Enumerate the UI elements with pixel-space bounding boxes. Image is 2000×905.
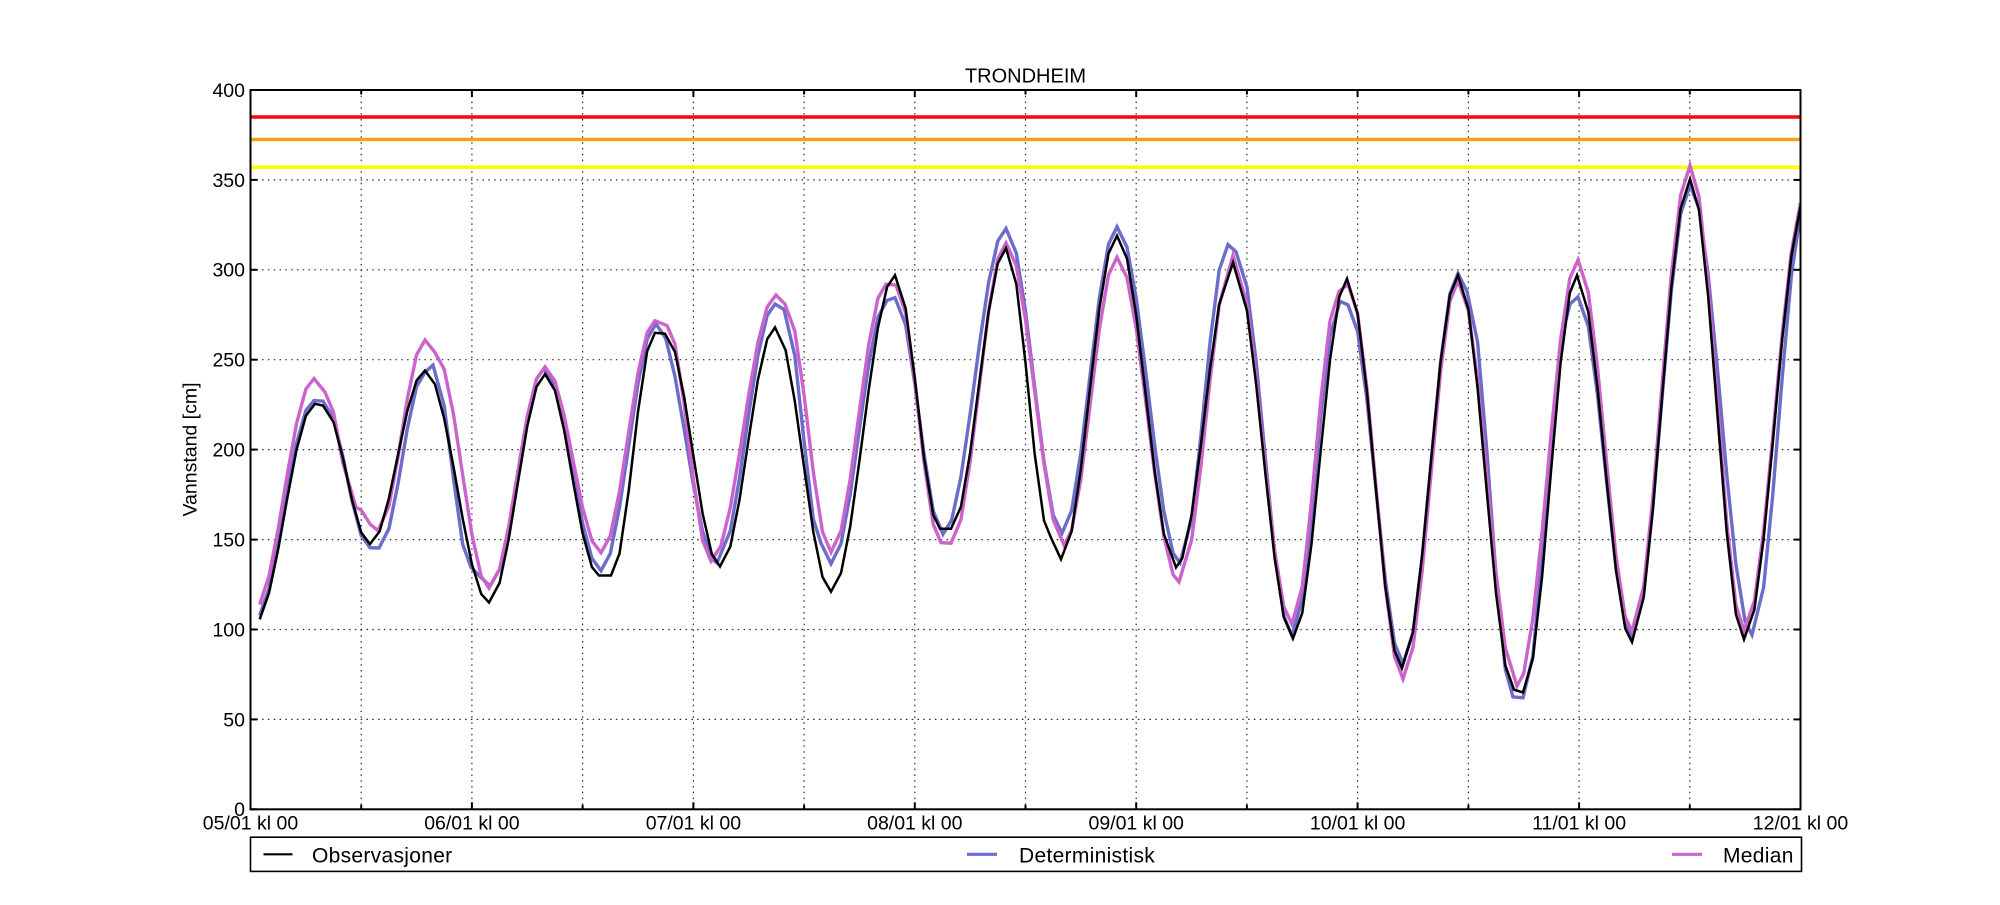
svg-text:05/01 kl 00: 05/01 kl 00 xyxy=(203,813,299,835)
svg-text:100: 100 xyxy=(212,619,245,641)
svg-text:10/01 kl 00: 10/01 kl 00 xyxy=(1310,813,1406,835)
svg-text:09/01 kl 00: 09/01 kl 00 xyxy=(1088,813,1184,835)
svg-text:07/01 kl 00: 07/01 kl 00 xyxy=(646,813,742,835)
svg-text:11/01 kl 00: 11/01 kl 00 xyxy=(1532,813,1626,835)
svg-text:Vannstand [cm]: Vannstand [cm] xyxy=(180,382,202,516)
svg-text:300: 300 xyxy=(212,260,245,282)
svg-text:TRONDHEIM: TRONDHEIM xyxy=(965,66,1086,88)
svg-text:250: 250 xyxy=(212,350,245,372)
svg-text:Median: Median xyxy=(1723,845,1794,868)
svg-text:400: 400 xyxy=(212,80,245,102)
svg-text:350: 350 xyxy=(212,170,245,192)
svg-text:12/01 kl 00: 12/01 kl 00 xyxy=(1753,813,1849,835)
svg-text:Observasjoner: Observasjoner xyxy=(312,845,452,868)
svg-text:0: 0 xyxy=(234,799,245,821)
svg-text:200: 200 xyxy=(212,440,245,462)
svg-text:50: 50 xyxy=(223,709,245,731)
svg-text:08/01 kl 00: 08/01 kl 00 xyxy=(867,813,963,835)
svg-text:06/01 kl 00: 06/01 kl 00 xyxy=(424,813,520,835)
svg-text:150: 150 xyxy=(212,530,245,552)
svg-text:Deterministisk: Deterministisk xyxy=(1019,845,1155,868)
